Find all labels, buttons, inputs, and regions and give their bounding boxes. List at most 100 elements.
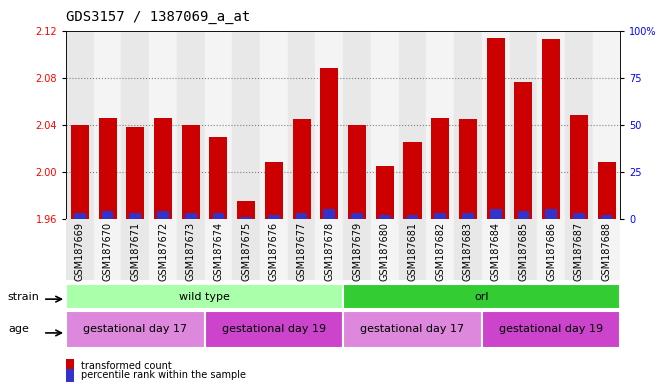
- Text: GDS3157 / 1387069_a_at: GDS3157 / 1387069_a_at: [66, 10, 250, 23]
- Text: age: age: [8, 324, 29, 334]
- Bar: [573, 213, 585, 219]
- Bar: [399, 219, 426, 280]
- Bar: [454, 219, 482, 280]
- Text: GSM187676: GSM187676: [269, 222, 279, 281]
- Bar: [426, 219, 454, 280]
- Text: strain: strain: [8, 291, 40, 302]
- Bar: [542, 39, 560, 219]
- Bar: [209, 137, 228, 219]
- Bar: [129, 213, 141, 219]
- Text: GSM187673: GSM187673: [185, 222, 196, 281]
- Bar: [482, 31, 510, 219]
- Bar: [379, 215, 391, 219]
- Text: GSM187671: GSM187671: [130, 222, 141, 281]
- Bar: [292, 119, 311, 219]
- Bar: [459, 119, 477, 219]
- Bar: [66, 31, 94, 219]
- Bar: [205, 219, 232, 280]
- Text: GSM187680: GSM187680: [379, 222, 390, 281]
- Bar: [98, 118, 117, 219]
- Bar: [268, 215, 280, 219]
- Text: GSM187679: GSM187679: [352, 222, 362, 281]
- Bar: [288, 31, 315, 219]
- Text: GSM187686: GSM187686: [546, 222, 556, 281]
- Text: gestational day 17: gestational day 17: [83, 324, 187, 334]
- Bar: [237, 201, 255, 219]
- Bar: [121, 31, 149, 219]
- Bar: [454, 31, 482, 219]
- Text: GSM187672: GSM187672: [158, 222, 168, 281]
- Text: GSM187670: GSM187670: [102, 222, 113, 281]
- Bar: [597, 162, 616, 219]
- Bar: [94, 31, 121, 219]
- Text: transformed count: transformed count: [81, 361, 171, 371]
- Text: GSM187678: GSM187678: [324, 222, 335, 281]
- Text: GSM187677: GSM187677: [296, 222, 307, 281]
- Bar: [510, 31, 537, 219]
- Text: gestational day 19: gestational day 19: [499, 324, 603, 334]
- Text: GSM187684: GSM187684: [490, 222, 501, 281]
- Text: GSM187675: GSM187675: [241, 222, 251, 281]
- Bar: [149, 31, 177, 219]
- Bar: [371, 219, 399, 280]
- Bar: [343, 284, 620, 309]
- Bar: [462, 213, 474, 219]
- Bar: [399, 31, 426, 219]
- Text: GSM187674: GSM187674: [213, 222, 224, 281]
- Text: percentile rank within the sample: percentile rank within the sample: [81, 370, 246, 381]
- Bar: [320, 68, 339, 219]
- Text: GSM187682: GSM187682: [435, 222, 446, 281]
- Text: GSM187681: GSM187681: [407, 222, 418, 281]
- Bar: [102, 211, 114, 219]
- Bar: [565, 31, 593, 219]
- Bar: [265, 162, 283, 219]
- Bar: [343, 31, 371, 219]
- Bar: [94, 219, 121, 280]
- Text: GSM187688: GSM187688: [601, 222, 612, 281]
- Text: GSM187683: GSM187683: [463, 222, 473, 281]
- Text: orl: orl: [475, 291, 489, 302]
- Bar: [545, 210, 557, 219]
- Bar: [343, 219, 371, 280]
- Bar: [66, 219, 94, 280]
- Bar: [371, 31, 399, 219]
- Bar: [517, 211, 529, 219]
- Bar: [260, 31, 288, 219]
- Bar: [593, 31, 620, 219]
- Bar: [205, 31, 232, 219]
- Bar: [537, 31, 565, 219]
- Bar: [514, 83, 533, 219]
- Bar: [376, 166, 394, 219]
- Bar: [296, 213, 308, 219]
- Bar: [407, 215, 418, 219]
- Bar: [434, 213, 446, 219]
- Bar: [351, 213, 363, 219]
- Text: GSM187685: GSM187685: [518, 222, 529, 281]
- Bar: [565, 219, 593, 280]
- Text: GSM187687: GSM187687: [574, 222, 584, 281]
- Bar: [486, 38, 505, 219]
- Bar: [537, 219, 565, 280]
- Bar: [126, 127, 145, 219]
- Text: GSM187669: GSM187669: [75, 222, 85, 281]
- Bar: [288, 219, 315, 280]
- Bar: [403, 142, 422, 219]
- Bar: [185, 213, 197, 219]
- Bar: [66, 311, 205, 348]
- Bar: [149, 219, 177, 280]
- Text: gestational day 19: gestational day 19: [222, 324, 326, 334]
- Bar: [66, 284, 343, 309]
- Text: gestational day 17: gestational day 17: [360, 324, 465, 334]
- Bar: [323, 210, 335, 219]
- Bar: [232, 31, 260, 219]
- Bar: [315, 31, 343, 219]
- Bar: [154, 118, 172, 219]
- Bar: [510, 219, 537, 280]
- Bar: [482, 311, 620, 348]
- Bar: [482, 219, 510, 280]
- Text: wild type: wild type: [179, 291, 230, 302]
- Bar: [177, 31, 205, 219]
- Bar: [601, 215, 612, 219]
- Bar: [260, 219, 288, 280]
- Bar: [426, 31, 454, 219]
